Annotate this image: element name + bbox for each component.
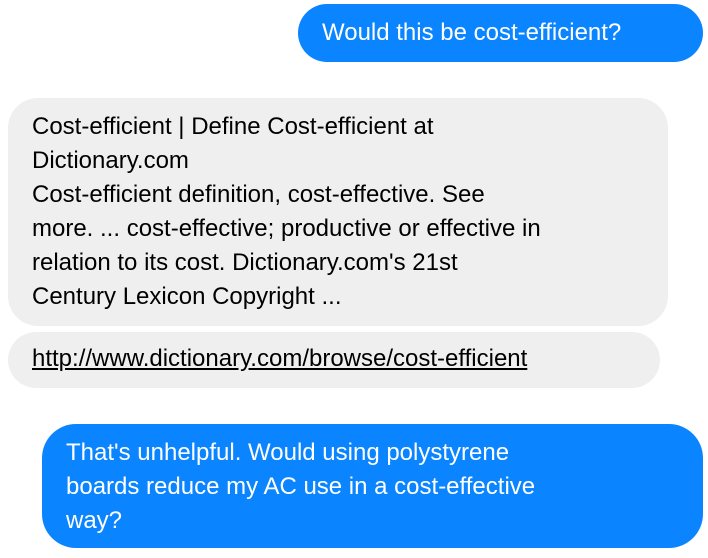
result-link[interactable]: http://www.dictionary.com/browse/cost-ef… (32, 345, 528, 372)
outgoing-message-bubble: Would this be cost-efficient? (298, 4, 703, 62)
result-snippet-line: more. ... cost-effective; productive or … (32, 215, 541, 242)
outgoing-message-bubble: That's unhelpful. Would using polystyren… (42, 424, 703, 548)
message-text-line: That's unhelpful. Would using polystyren… (66, 439, 510, 466)
incoming-link-bubble: http://www.dictionary.com/browse/cost-ef… (8, 332, 660, 388)
message-text: Would this be cost-efficient? (322, 19, 622, 46)
message-text-line: boards reduce my AC use in a cost-effect… (66, 473, 536, 500)
incoming-search-result-bubble: Cost-efficient | Define Cost-efficient a… (8, 98, 668, 326)
result-title-line: Dictionary.com (32, 147, 189, 174)
message-text-line: way? (66, 507, 123, 534)
result-title-line: Cost-efficient | Define Cost-efficient a… (32, 113, 434, 140)
result-snippet-line: Cost-efficient definition, cost-effectiv… (32, 181, 485, 208)
result-snippet-line: relation to its cost. Dictionary.com's 2… (32, 249, 458, 276)
result-snippet-line: Century Lexicon Copyright ... (32, 283, 342, 310)
